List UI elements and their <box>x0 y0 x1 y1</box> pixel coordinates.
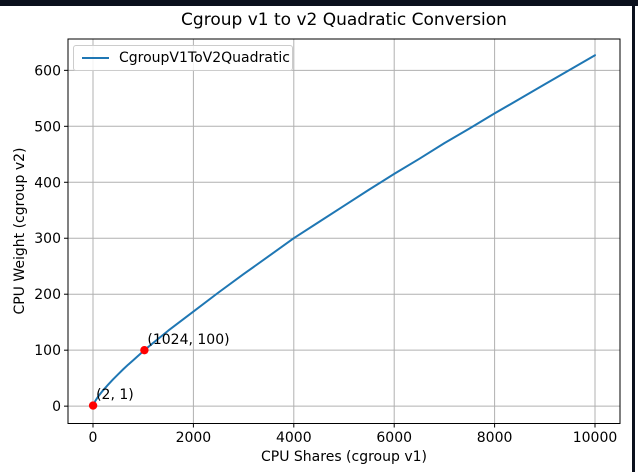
series-line <box>92 54 596 407</box>
x-tick-label: 2000 <box>176 430 212 446</box>
chart-title: Cgroup v1 to v2 Quadratic Conversion <box>181 10 507 30</box>
axes-frame <box>67 38 621 424</box>
y-tick-label: 400 <box>34 175 61 191</box>
point-annotation: (2, 1) <box>96 387 134 404</box>
y-tick-label: 500 <box>34 119 61 135</box>
y-axis-label: CPU Weight (cgroup v2) <box>12 147 28 315</box>
data-point-marker <box>140 345 149 355</box>
y-tick-label: 200 <box>34 287 61 303</box>
legend-line-swatch <box>82 57 109 59</box>
y-tick-label: 600 <box>34 63 61 79</box>
legend-label: CgroupV1ToV2Quadratic <box>119 50 290 66</box>
x-axis-label: CPU Shares (cgroup v1) <box>261 449 427 465</box>
x-tick-label: 10000 <box>573 430 618 446</box>
legend: CgroupV1ToV2Quadratic <box>73 45 293 71</box>
x-tick-label: 8000 <box>477 430 513 446</box>
x-tick-label: 6000 <box>376 430 412 446</box>
window-border-right <box>632 0 635 472</box>
y-tick-label: 300 <box>34 231 61 247</box>
y-tick-label: 100 <box>34 343 61 359</box>
y-tick-label: 0 <box>52 399 61 415</box>
data-point-marker <box>88 401 98 410</box>
x-tick-label: 0 <box>89 430 98 446</box>
x-tick-label: 4000 <box>276 430 312 446</box>
window-border-top <box>0 0 638 6</box>
point-annotation: (1024, 100) <box>147 331 230 348</box>
